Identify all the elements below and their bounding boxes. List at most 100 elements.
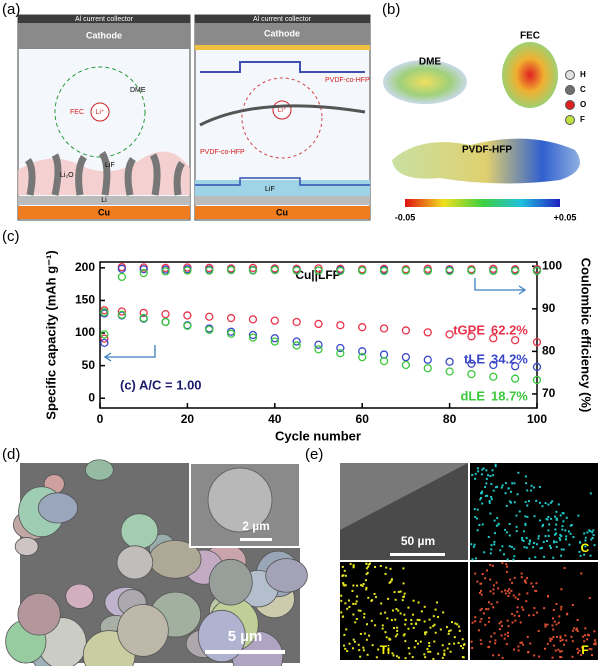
map-dot — [551, 624, 554, 627]
atom-label: F — [580, 115, 585, 124]
map-dot — [367, 596, 370, 599]
map-dot — [442, 611, 445, 614]
map-dot — [507, 487, 510, 490]
map-dot — [361, 584, 364, 587]
map-dot — [525, 546, 528, 549]
map-dot — [561, 638, 564, 641]
data-point — [248, 330, 258, 340]
map-dot — [521, 536, 524, 539]
data-point — [314, 340, 323, 349]
map-dot — [479, 497, 482, 500]
map-dot — [432, 615, 435, 618]
map-dot — [525, 536, 528, 539]
map-dot — [479, 498, 482, 501]
map-dot — [560, 554, 563, 557]
data-point — [117, 272, 126, 282]
map-dot — [531, 585, 534, 588]
x-tick-label: 40 — [268, 412, 282, 426]
map-dot — [559, 533, 562, 536]
y2-tick-label: 100 — [542, 258, 562, 272]
map-dot — [353, 640, 356, 643]
data-point — [467, 369, 476, 379]
map-dot — [566, 613, 569, 616]
map-dot — [344, 602, 347, 605]
data-point — [511, 336, 520, 345]
map-dot — [541, 505, 544, 508]
map-dot — [547, 503, 550, 506]
map-dot — [474, 557, 477, 560]
data-point — [401, 326, 411, 335]
map-dot — [575, 628, 578, 631]
data-point — [423, 328, 432, 337]
map-dot — [492, 654, 495, 657]
map-dot — [520, 641, 523, 644]
pvdf-label: PVDF-co-HFP — [325, 77, 370, 84]
map-dot — [493, 543, 496, 546]
map-dot — [487, 608, 490, 611]
map-dot — [384, 631, 387, 634]
dendrites — [24, 151, 185, 196]
map-dot — [426, 647, 429, 650]
map-dot — [490, 603, 493, 606]
map-dot — [516, 493, 519, 496]
map-dot — [451, 621, 454, 624]
map-dot — [453, 642, 456, 645]
map-dot — [513, 482, 516, 485]
data-point — [336, 349, 345, 358]
map-dot — [526, 577, 529, 580]
map-dot — [559, 538, 562, 541]
data-point — [532, 362, 542, 372]
map-dot — [382, 647, 385, 650]
map-dot — [571, 629, 574, 632]
map-dot — [510, 545, 513, 548]
map-dot — [482, 612, 485, 615]
map-dot — [508, 522, 511, 525]
map-dot — [511, 621, 514, 624]
map-dot — [368, 634, 371, 637]
map-dot — [550, 638, 553, 641]
map-dot — [588, 596, 591, 599]
map-dot — [479, 639, 482, 642]
map-dot — [479, 620, 482, 623]
map-dot — [525, 600, 528, 603]
map-dot — [461, 647, 464, 650]
map-dot — [592, 533, 595, 536]
map-dot — [417, 601, 420, 604]
scale-bar — [240, 538, 272, 541]
inset-particle — [207, 467, 273, 533]
map-dot — [508, 588, 511, 591]
map-dot — [365, 588, 368, 591]
data-point — [467, 266, 476, 275]
map-dot — [524, 475, 527, 478]
map-dot — [401, 599, 404, 602]
map-dot — [357, 643, 360, 646]
map-dot — [424, 656, 427, 659]
atom-swatch — [565, 100, 575, 110]
map-dot — [588, 647, 591, 650]
data-point — [183, 311, 192, 320]
map-dot — [562, 548, 565, 551]
map-dot — [519, 641, 522, 644]
map-dot — [423, 620, 426, 623]
map-dot — [522, 608, 525, 611]
particle — [17, 592, 61, 636]
panel-a: (a) Al current collector Cathode Li⁺ FEC… — [2, 1, 371, 221]
map-dot — [552, 636, 555, 639]
map-dot — [496, 601, 499, 604]
map-dot — [565, 516, 568, 519]
map-dot — [474, 472, 477, 475]
map-dot — [354, 621, 357, 624]
map-dot — [562, 520, 565, 523]
map-dot — [340, 594, 343, 597]
map-dot — [516, 606, 519, 609]
map-dot — [365, 586, 368, 589]
map-dot — [500, 590, 503, 593]
data-point — [532, 266, 542, 276]
map-dot — [534, 556, 537, 559]
series-value: 18.7% — [491, 388, 528, 403]
map-dot — [563, 567, 566, 570]
map-dot — [493, 632, 496, 635]
map-dot — [359, 609, 362, 612]
x-tick-label: 60 — [356, 412, 370, 426]
map-dot — [473, 543, 476, 546]
